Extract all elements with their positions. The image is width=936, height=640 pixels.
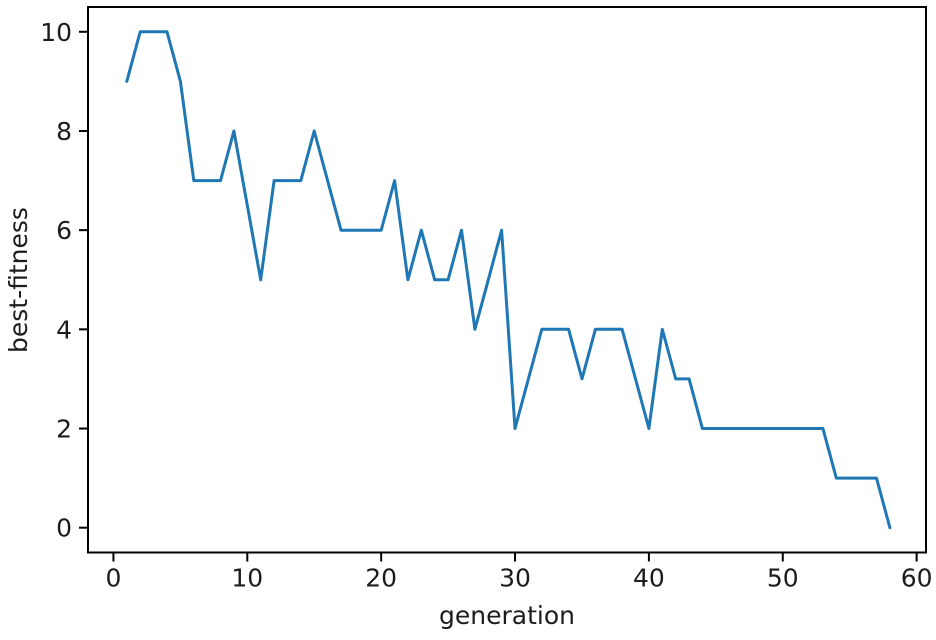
- y-tick-label: 0: [56, 514, 72, 543]
- x-tick-label: 10: [231, 564, 263, 593]
- y-tick-label: 10: [40, 18, 72, 47]
- y-tick-label: 2: [56, 415, 72, 444]
- y-tick-label: 4: [56, 315, 72, 344]
- x-axis-tick-labels: 0 10 20 30 40 50 60: [105, 564, 932, 593]
- y-axis-ticks: [79, 30, 88, 529]
- x-tick-label: 30: [499, 564, 531, 593]
- x-tick-label: 40: [633, 564, 665, 593]
- x-tick-label: 50: [767, 564, 799, 593]
- x-tick-label: 0: [105, 564, 121, 593]
- y-tick-label: 6: [56, 216, 72, 245]
- y-tick-label: 8: [56, 117, 72, 146]
- best-fitness-line: [125, 30, 892, 530]
- x-tick-label: 20: [365, 564, 397, 593]
- y-axis-label: best-fitness: [4, 207, 33, 353]
- x-axis-ticks: [112, 552, 918, 562]
- y-axis-tick-labels: 0 2 4 6 8 10: [40, 18, 72, 543]
- plot-border: [87, 6, 927, 554]
- x-axis-label: generation: [439, 601, 575, 630]
- x-tick-label: 60: [901, 564, 933, 593]
